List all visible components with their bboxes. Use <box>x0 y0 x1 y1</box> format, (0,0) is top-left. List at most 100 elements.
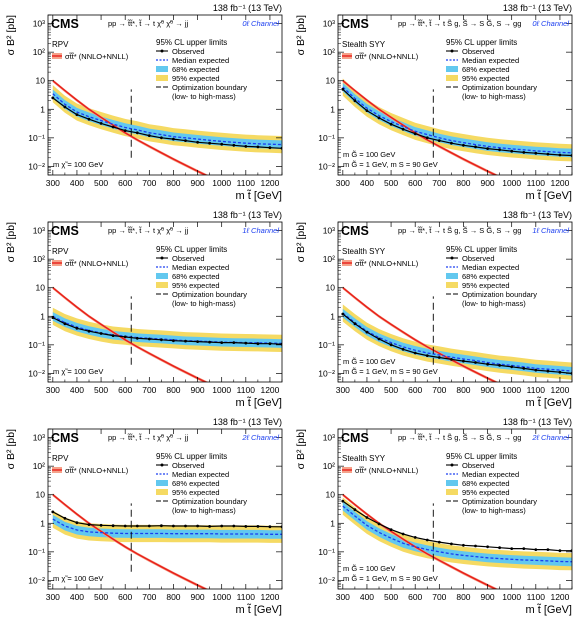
legend-header: 95% CL upper limits <box>446 245 517 254</box>
observed-point <box>522 151 526 154</box>
observed-point <box>172 339 175 343</box>
observed-point <box>353 508 357 512</box>
cms-label: CMS <box>51 431 79 445</box>
legend-label-observed: Observed <box>172 461 205 470</box>
observed-line <box>52 97 282 149</box>
observed-point <box>160 524 163 528</box>
observed-point <box>462 359 465 363</box>
y-tick-label: 10² <box>33 254 45 264</box>
process-label: pp → t̃t̃*, t̃ → t χ̃⁰ χ̃⁰ → jj <box>108 433 188 442</box>
observed-line <box>342 88 572 157</box>
lumi-label: 138 fb⁻¹ (13 TeV) <box>503 210 572 220</box>
observed-point <box>123 335 127 339</box>
observed-point <box>63 105 67 109</box>
legend-label-expected: Median expected <box>462 56 519 65</box>
theory-legend-label: σt̃t̃* (NNLO+NNLL) <box>355 259 419 268</box>
x-tick-label: 600 <box>118 178 132 188</box>
observed-point <box>135 336 139 340</box>
x-tick-label: 1200 <box>260 385 279 395</box>
x-tick-label: 600 <box>118 592 132 602</box>
theory-legend-label: σt̃t̃* (NNLO+NNLL) <box>355 466 419 475</box>
legend-label-expected: Median expected <box>172 263 229 272</box>
x-tick-label: 900 <box>190 385 204 395</box>
x-tick-label: 400 <box>70 178 84 188</box>
observed-point <box>244 145 248 148</box>
x-tick-label: 300 <box>46 592 60 602</box>
observed-point <box>341 312 345 316</box>
observed-point <box>558 370 562 374</box>
x-tick-label: 1200 <box>550 592 569 602</box>
y-axis-label: σ B² [pb] <box>295 222 307 262</box>
observed-point <box>546 369 550 373</box>
legend-header: 95% CL upper limits <box>156 38 227 47</box>
observed-point <box>268 525 272 529</box>
observed-point <box>99 122 103 125</box>
legend-label-band95: 95% expected <box>172 281 220 290</box>
legend-label-band95: 95% expected <box>462 281 510 290</box>
legend-header: 95% CL upper limits <box>156 245 227 254</box>
y-tick-label: 10² <box>323 47 335 57</box>
observed-point <box>111 524 115 528</box>
observed-point <box>99 523 103 527</box>
x-tick-label: 1200 <box>260 592 279 602</box>
plot-area <box>51 79 282 175</box>
legend-label-boundary-2: (low- to high-mass) <box>462 506 526 515</box>
observed-point <box>510 149 514 153</box>
lumi-label: 138 fb⁻¹ (13 TeV) <box>503 3 572 13</box>
mass-note: m G̃ = 100 GeV <box>343 150 395 159</box>
x-tick-label: 1100 <box>527 592 546 602</box>
limit-chart-top-left: 300 400 500 600 700 800 900 1000 1100 1200 10⁻² 10⁻… <box>5 3 283 202</box>
expected-line <box>342 312 572 372</box>
theory-line <box>342 80 498 175</box>
y-tick-label: 10 <box>36 76 46 86</box>
observed-point <box>450 542 453 546</box>
x-tick-label: 700 <box>432 592 446 602</box>
x-tick-label: 800 <box>166 592 180 602</box>
x-tick-label: 900 <box>480 592 494 602</box>
x-tick-label: 300 <box>46 178 60 188</box>
legend-label-band95: 95% expected <box>462 74 510 83</box>
y-tick-label: 10⁻² <box>28 368 45 378</box>
observed-point <box>220 341 224 344</box>
plot-area <box>341 286 572 382</box>
observed-point <box>135 524 139 528</box>
y-tick-label: 10² <box>33 47 45 57</box>
process-label: pp → t̃t̃*, t̃ → t S̃ g, S̃ → S G̃, S → … <box>398 19 521 28</box>
observed-line <box>342 500 572 552</box>
observed-point <box>244 525 248 528</box>
observed-point <box>401 532 405 536</box>
observed-point <box>87 117 91 121</box>
y-tick-label: 10⁻¹ <box>318 547 335 557</box>
model-label: RPV <box>52 454 69 463</box>
x-tick-label: 500 <box>384 592 398 602</box>
observed-point <box>75 326 79 330</box>
y-tick-label: 10³ <box>33 19 45 29</box>
observed-point <box>220 142 224 146</box>
y-tick-label: 10 <box>326 283 336 293</box>
channel-label: 2ℓ Channel <box>241 433 279 442</box>
legend-band68-swatch <box>156 480 168 486</box>
observed-point <box>268 342 272 346</box>
theory-line <box>52 287 208 382</box>
legend-label-observed: Observed <box>462 47 495 56</box>
y-tick-label: 10⁻² <box>28 161 45 171</box>
plot-frame <box>337 221 573 383</box>
observed-point <box>389 343 393 347</box>
legend-label-boundary: Optimization boundary <box>172 497 247 506</box>
observed-point <box>474 544 477 548</box>
legend-band68-swatch <box>156 273 168 279</box>
observed-line <box>52 317 282 345</box>
legend-band95-swatch <box>156 489 168 495</box>
observed-point <box>534 368 538 372</box>
observed-point <box>341 499 345 503</box>
observed-point <box>208 340 212 344</box>
x-tick-label: 400 <box>360 385 374 395</box>
model-label: RPV <box>52 247 69 256</box>
observed-point <box>413 132 417 136</box>
legend-label-boundary: Optimization boundary <box>172 290 247 299</box>
expected-line <box>52 315 282 345</box>
x-tick-label: 1100 <box>527 385 546 395</box>
process-label: pp → t̃t̃*, t̃ → t χ̃⁰ χ̃⁰ → jj <box>108 226 188 235</box>
lumi-label: 138 fb⁻¹ (13 TeV) <box>503 417 572 427</box>
